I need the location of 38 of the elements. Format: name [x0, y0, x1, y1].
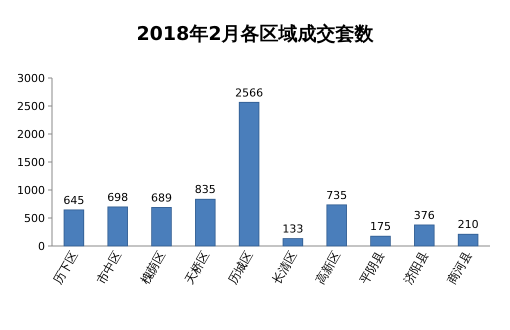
- data-label: 698: [107, 190, 128, 204]
- bar: [107, 206, 128, 246]
- x-tick-label: 历城区: [226, 248, 256, 287]
- x-tick-label: 市中区: [94, 248, 124, 287]
- data-label: 133: [282, 222, 304, 236]
- y-tick-label: 500: [24, 212, 45, 225]
- bar: [238, 102, 260, 246]
- y-tick-label: 0: [38, 240, 45, 253]
- bar: [151, 207, 172, 246]
- x-tick-label: 平阴县: [356, 248, 388, 287]
- y-tick-label: 2000: [17, 128, 45, 141]
- bar: [326, 204, 347, 246]
- x-tick-label: 历下区: [50, 248, 80, 287]
- x-tick-label: 长清区: [269, 248, 300, 287]
- x-tick-label: 槐荫区: [138, 248, 168, 287]
- x-tick-label: 济阳县: [400, 248, 431, 287]
- bar: [370, 236, 391, 246]
- bar: [195, 198, 216, 246]
- data-label: 735: [326, 188, 348, 202]
- x-tick-label: 天桥区: [182, 248, 212, 287]
- data-label: 175: [370, 220, 391, 234]
- chart-title: 2018年2月各区域成交套数: [136, 23, 375, 45]
- x-tick-label: 商河县: [444, 248, 475, 287]
- y-tick-label: 3000: [17, 72, 45, 85]
- data-label: 689: [151, 191, 172, 204]
- x-tick-label: 高新区: [313, 248, 344, 287]
- data-label: 2566: [235, 86, 264, 100]
- data-label: 210: [458, 218, 479, 232]
- bar: [64, 209, 84, 246]
- bar: [458, 234, 478, 246]
- y-tick-label: 1000: [17, 184, 45, 197]
- data-label: 376: [414, 208, 435, 222]
- y-tick-label: 2500: [17, 100, 45, 113]
- bar: [414, 224, 435, 246]
- data-label: 645: [63, 194, 84, 207]
- bar: [282, 238, 304, 246]
- y-tick-label: 1500: [17, 156, 45, 169]
- data-label: 835: [194, 183, 216, 196]
